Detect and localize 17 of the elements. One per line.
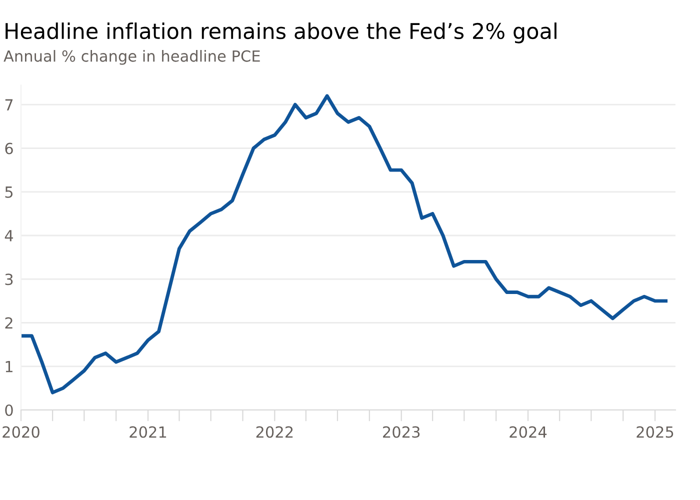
y-tick-label: 0: [5, 404, 13, 416]
y-tick-label: 6: [5, 142, 13, 154]
x-tick-label: 2023: [383, 426, 420, 438]
x-tick-label: 2024: [510, 426, 547, 438]
x-tick-label: 2021: [130, 426, 166, 438]
y-tick-label: 1: [6, 361, 12, 372]
chart-title: Headline inflation remains above the Fed’s 2% goal: [6, 22, 556, 44]
y-tick-label: 4: [4, 230, 14, 242]
y-tick-label: 7: [5, 99, 13, 110]
chart-subtitle: Annual % change in headline PCE: [4, 50, 260, 65]
x-tick-label: 2022: [256, 426, 293, 438]
line-series: [21, 94, 668, 394]
y-tick-label: 5: [5, 186, 13, 198]
x-tick-label: 2025: [636, 426, 674, 438]
y-tick-label: 3: [5, 274, 13, 286]
x-tick-label: 2020: [2, 426, 40, 438]
y-tick-label: 2: [5, 317, 12, 329]
